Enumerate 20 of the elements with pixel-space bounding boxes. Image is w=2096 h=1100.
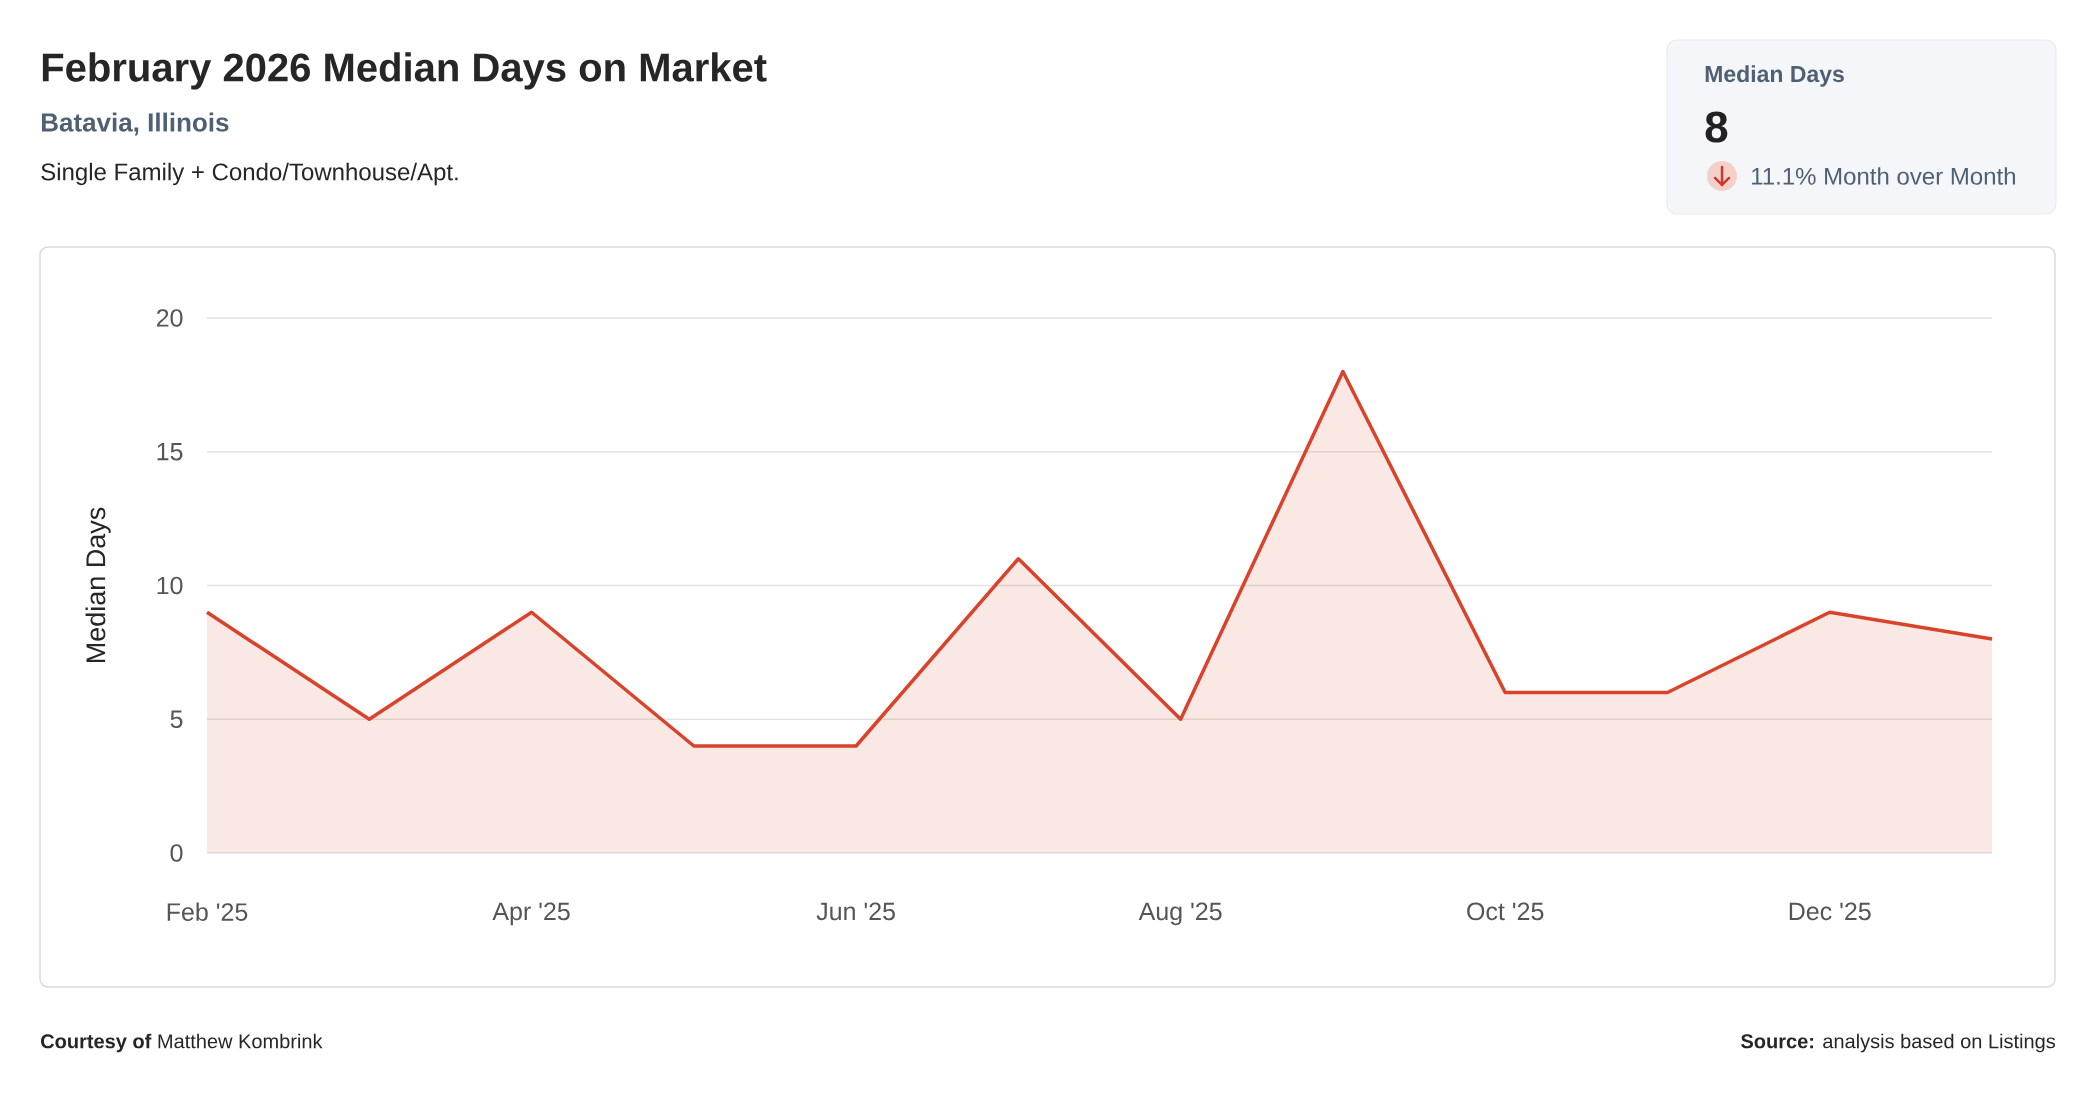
text: Source: analysis based on Listings (1741, 1033, 2056, 1053)
y-tick-label: 15 (157, 443, 183, 461)
x-tick-label: Feb '25 (167, 902, 248, 921)
x-tick-label: Apr '25 (492, 902, 570, 926)
x-tick-label: Oct '25 (1467, 902, 1544, 921)
y-tick-label: 20 (156, 309, 183, 327)
x-tick-label: Jun '25 (816, 902, 895, 921)
text: Courtesy of Matthew Kombrink (41, 1033, 323, 1053)
y-tick-label: 5 (170, 710, 183, 728)
x-tick-label: Aug '25 (1138, 902, 1222, 926)
text: 8 (1705, 111, 1728, 143)
text: Median Days (1705, 65, 1844, 87)
chart-subtitle: Batavia, Illinois (41, 112, 229, 136)
y-axis-title: Median Days (85, 507, 111, 663)
text: 11.1% Month over Month (1752, 167, 2015, 185)
y-tick-label: 0 (170, 844, 183, 862)
x-tick-label: Dec '25 (1789, 902, 1871, 921)
y-tick-label: 10 (157, 576, 183, 595)
text: Single Family + Condo/Townhouse/Apt. (41, 162, 458, 186)
chart-title: February 2026 Median Days on Market (42, 52, 767, 90)
